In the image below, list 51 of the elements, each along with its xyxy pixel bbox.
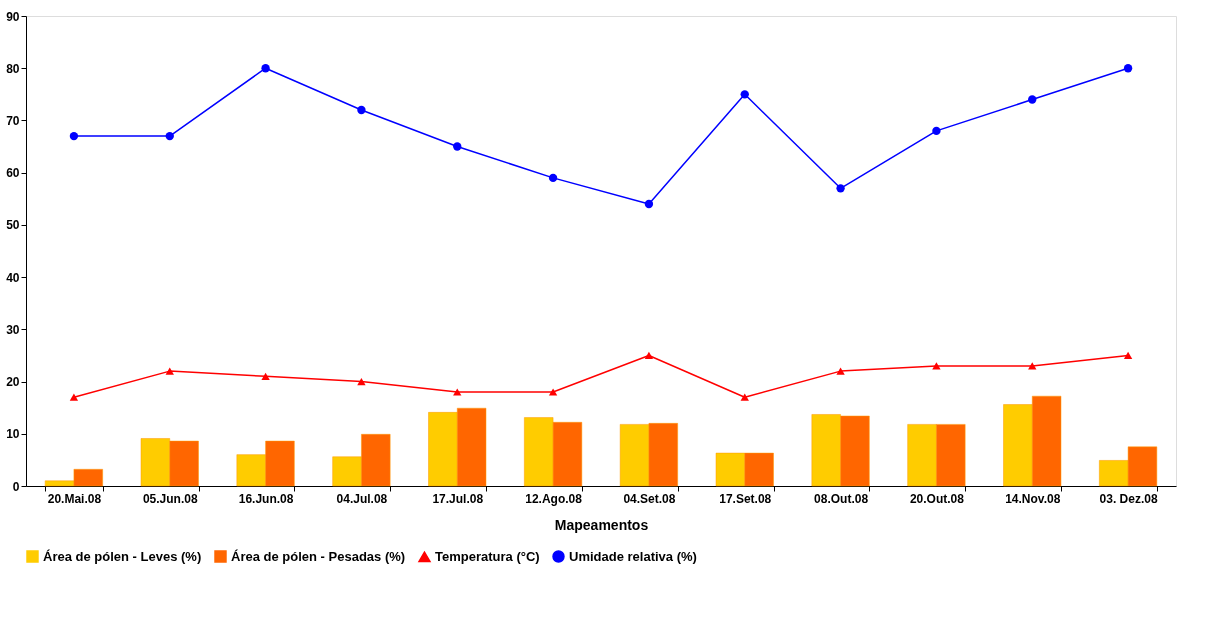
point bbox=[932, 362, 941, 370]
y-tick-label: 0 bbox=[12, 479, 20, 494]
x-tick-label: 04.Jul.08 bbox=[336, 491, 388, 506]
y-tick-label: 30 bbox=[6, 322, 20, 337]
x-tick-label: 20.Out.08 bbox=[909, 491, 965, 506]
legend-label: Umidade relativa (%) bbox=[569, 548, 697, 564]
point bbox=[357, 377, 366, 386]
point bbox=[453, 142, 462, 151]
legend-label: Temperatura (°C) bbox=[435, 548, 540, 564]
y-tick-label: 80 bbox=[6, 61, 20, 76]
point bbox=[453, 388, 462, 396]
legend-label: Área de pólen - Leves (%) bbox=[43, 548, 202, 564]
x-tick-label: 12.Ago.08 bbox=[525, 491, 583, 506]
x-tick-label: 14.Nov.08 bbox=[1005, 491, 1061, 506]
point bbox=[644, 351, 654, 360]
x-tick-label: 04.Set.08 bbox=[623, 491, 676, 506]
point bbox=[261, 372, 270, 380]
x-tick-label: 03. Dez.08 bbox=[1099, 491, 1158, 506]
point bbox=[932, 126, 941, 136]
point bbox=[69, 131, 79, 141]
x-tick-label: 05.Jun.08 bbox=[142, 491, 198, 506]
point bbox=[165, 367, 174, 375]
x-tick-label: 17.Jul.08 bbox=[432, 491, 484, 506]
point bbox=[1028, 95, 1037, 104]
point bbox=[1123, 351, 1133, 360]
y-tick-label: 50 bbox=[6, 218, 20, 233]
point bbox=[740, 393, 749, 401]
point bbox=[165, 131, 174, 141]
y-tick-label: 60 bbox=[6, 166, 20, 181]
x-tick-label: 17.Set.08 bbox=[719, 491, 772, 506]
point bbox=[548, 173, 558, 183]
y-tick-label: 10 bbox=[6, 427, 20, 442]
x-tick-label: 20.Mai.08 bbox=[47, 491, 102, 506]
point bbox=[836, 367, 845, 375]
point bbox=[357, 105, 366, 115]
point bbox=[1028, 362, 1037, 370]
point bbox=[261, 64, 270, 73]
x-axis-title: Mapeamentos bbox=[554, 516, 649, 533]
x-tick-label: 16.Jun.08 bbox=[238, 491, 294, 506]
point bbox=[69, 393, 79, 401]
point bbox=[740, 90, 749, 99]
legend-label: Área de pólen - Pesadas (%) bbox=[231, 548, 406, 564]
point bbox=[548, 388, 558, 396]
point bbox=[1123, 64, 1133, 73]
x-tick-label: 08.Out.08 bbox=[814, 491, 869, 506]
y-tick-label: 70 bbox=[6, 113, 20, 128]
point bbox=[644, 199, 654, 209]
y-tick-label: 90 bbox=[6, 9, 20, 24]
y-tick-label: 20 bbox=[6, 375, 20, 390]
y-tick-label: 40 bbox=[6, 270, 20, 285]
point bbox=[836, 184, 845, 193]
